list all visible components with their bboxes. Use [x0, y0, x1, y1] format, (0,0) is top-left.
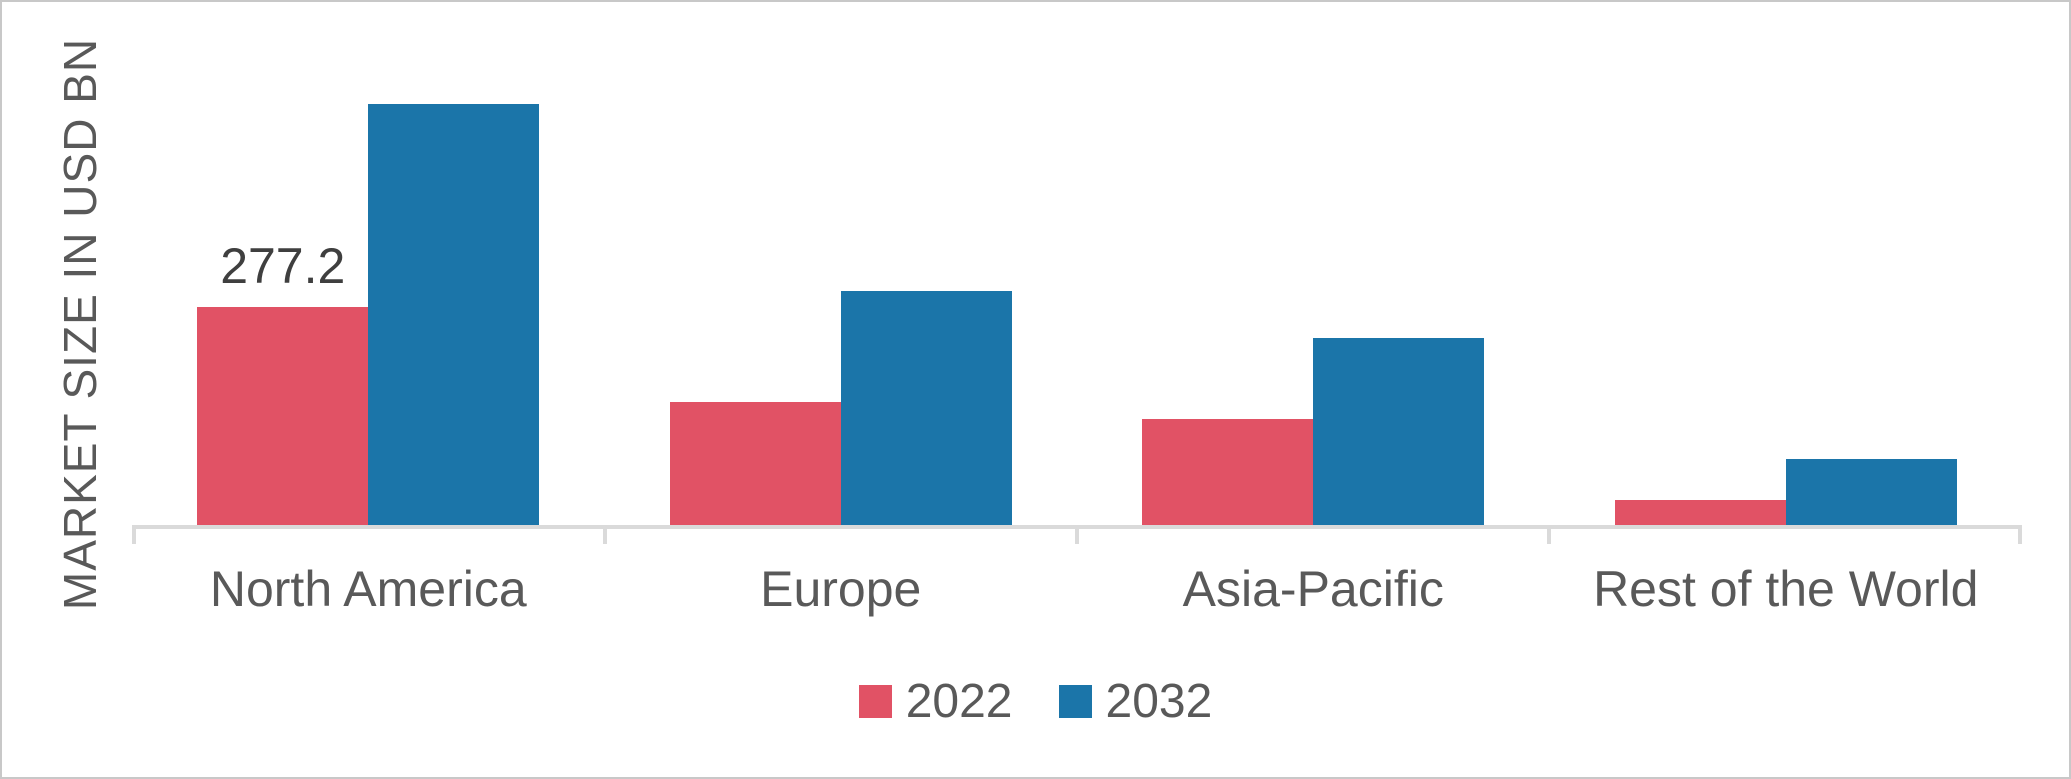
category-group-asia-pacific [1077, 2, 1550, 525]
y-axis-title: MARKET SIZE IN USD BN [54, 37, 106, 611]
bar-2022-asia-pacific[interactable] [1142, 418, 1314, 525]
bar-2032-europe[interactable] [840, 290, 1012, 525]
legend-swatch-2032 [1058, 685, 1092, 718]
legend-item-2032[interactable]: 2032 [1058, 674, 1213, 729]
x-axis-tick [1075, 525, 1079, 544]
legend-swatch-2022 [858, 685, 892, 718]
legend-label-2032: 2032 [1105, 675, 1213, 728]
plot-area: 277.2 [132, 2, 2022, 525]
x-axis-labels: North America Europe Asia-Pacific Rest o… [132, 560, 2022, 618]
legend: 2022 2032 [2, 674, 2069, 729]
bar-2032-asia-pacific[interactable] [1313, 337, 1485, 525]
category-group-north-america: 277.2 [132, 2, 605, 525]
x-axis-tick [2018, 525, 2022, 544]
x-label-rest-of-the-world: Rest of the World [1593, 561, 1979, 617]
x-axis-tick [132, 525, 136, 544]
x-label-asia-pacific: Asia-Pacific [1182, 561, 1444, 617]
category-group-rest-of-the-world [1550, 2, 2023, 525]
legend-label-2022: 2022 [905, 675, 1013, 728]
data-label-277-2: 277.2 [220, 238, 346, 294]
bar-2022-europe[interactable] [669, 402, 841, 525]
bar-2032-rest-of-the-world[interactable] [1785, 458, 1957, 525]
bar-2022-north-america[interactable] [197, 307, 369, 525]
bar-2022-rest-of-the-world[interactable] [1614, 499, 1786, 525]
x-label-north-america: North America [209, 561, 527, 617]
x-axis-tick [603, 525, 607, 544]
legend-item-2022[interactable]: 2022 [858, 674, 1013, 729]
x-axis-tick [1547, 525, 1551, 544]
x-label-europe: Europe [760, 561, 922, 617]
bar-2032-north-america[interactable] [368, 104, 540, 525]
category-group-europe [605, 2, 1078, 525]
bar-wrap-north-america-2022: 277.2 [197, 238, 369, 525]
